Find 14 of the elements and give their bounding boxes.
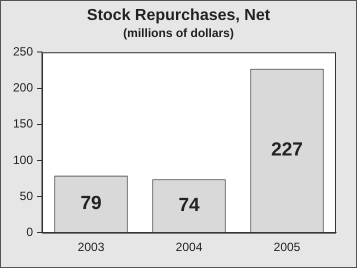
- y-tick-label: 100: [12, 152, 34, 167]
- data-label: 227: [271, 140, 303, 161]
- chart-subtitle: (millions of dollars): [122, 26, 235, 40]
- data-label: 74: [178, 194, 200, 216]
- x-tick-label: 2003: [78, 240, 105, 254]
- y-tick-label: 150: [12, 116, 34, 131]
- data-label: 79: [80, 193, 102, 214]
- x-tick-label: 2004: [176, 240, 203, 254]
- y-tick-label: 200: [12, 80, 34, 95]
- y-tick-label: 0: [26, 224, 34, 239]
- x-tick-label: 2005: [274, 240, 301, 254]
- y-tick-label: 50: [20, 188, 34, 203]
- y-tick-label: 250: [12, 44, 34, 59]
- chart-title: Stock Repurchases, Net: [86, 7, 272, 25]
